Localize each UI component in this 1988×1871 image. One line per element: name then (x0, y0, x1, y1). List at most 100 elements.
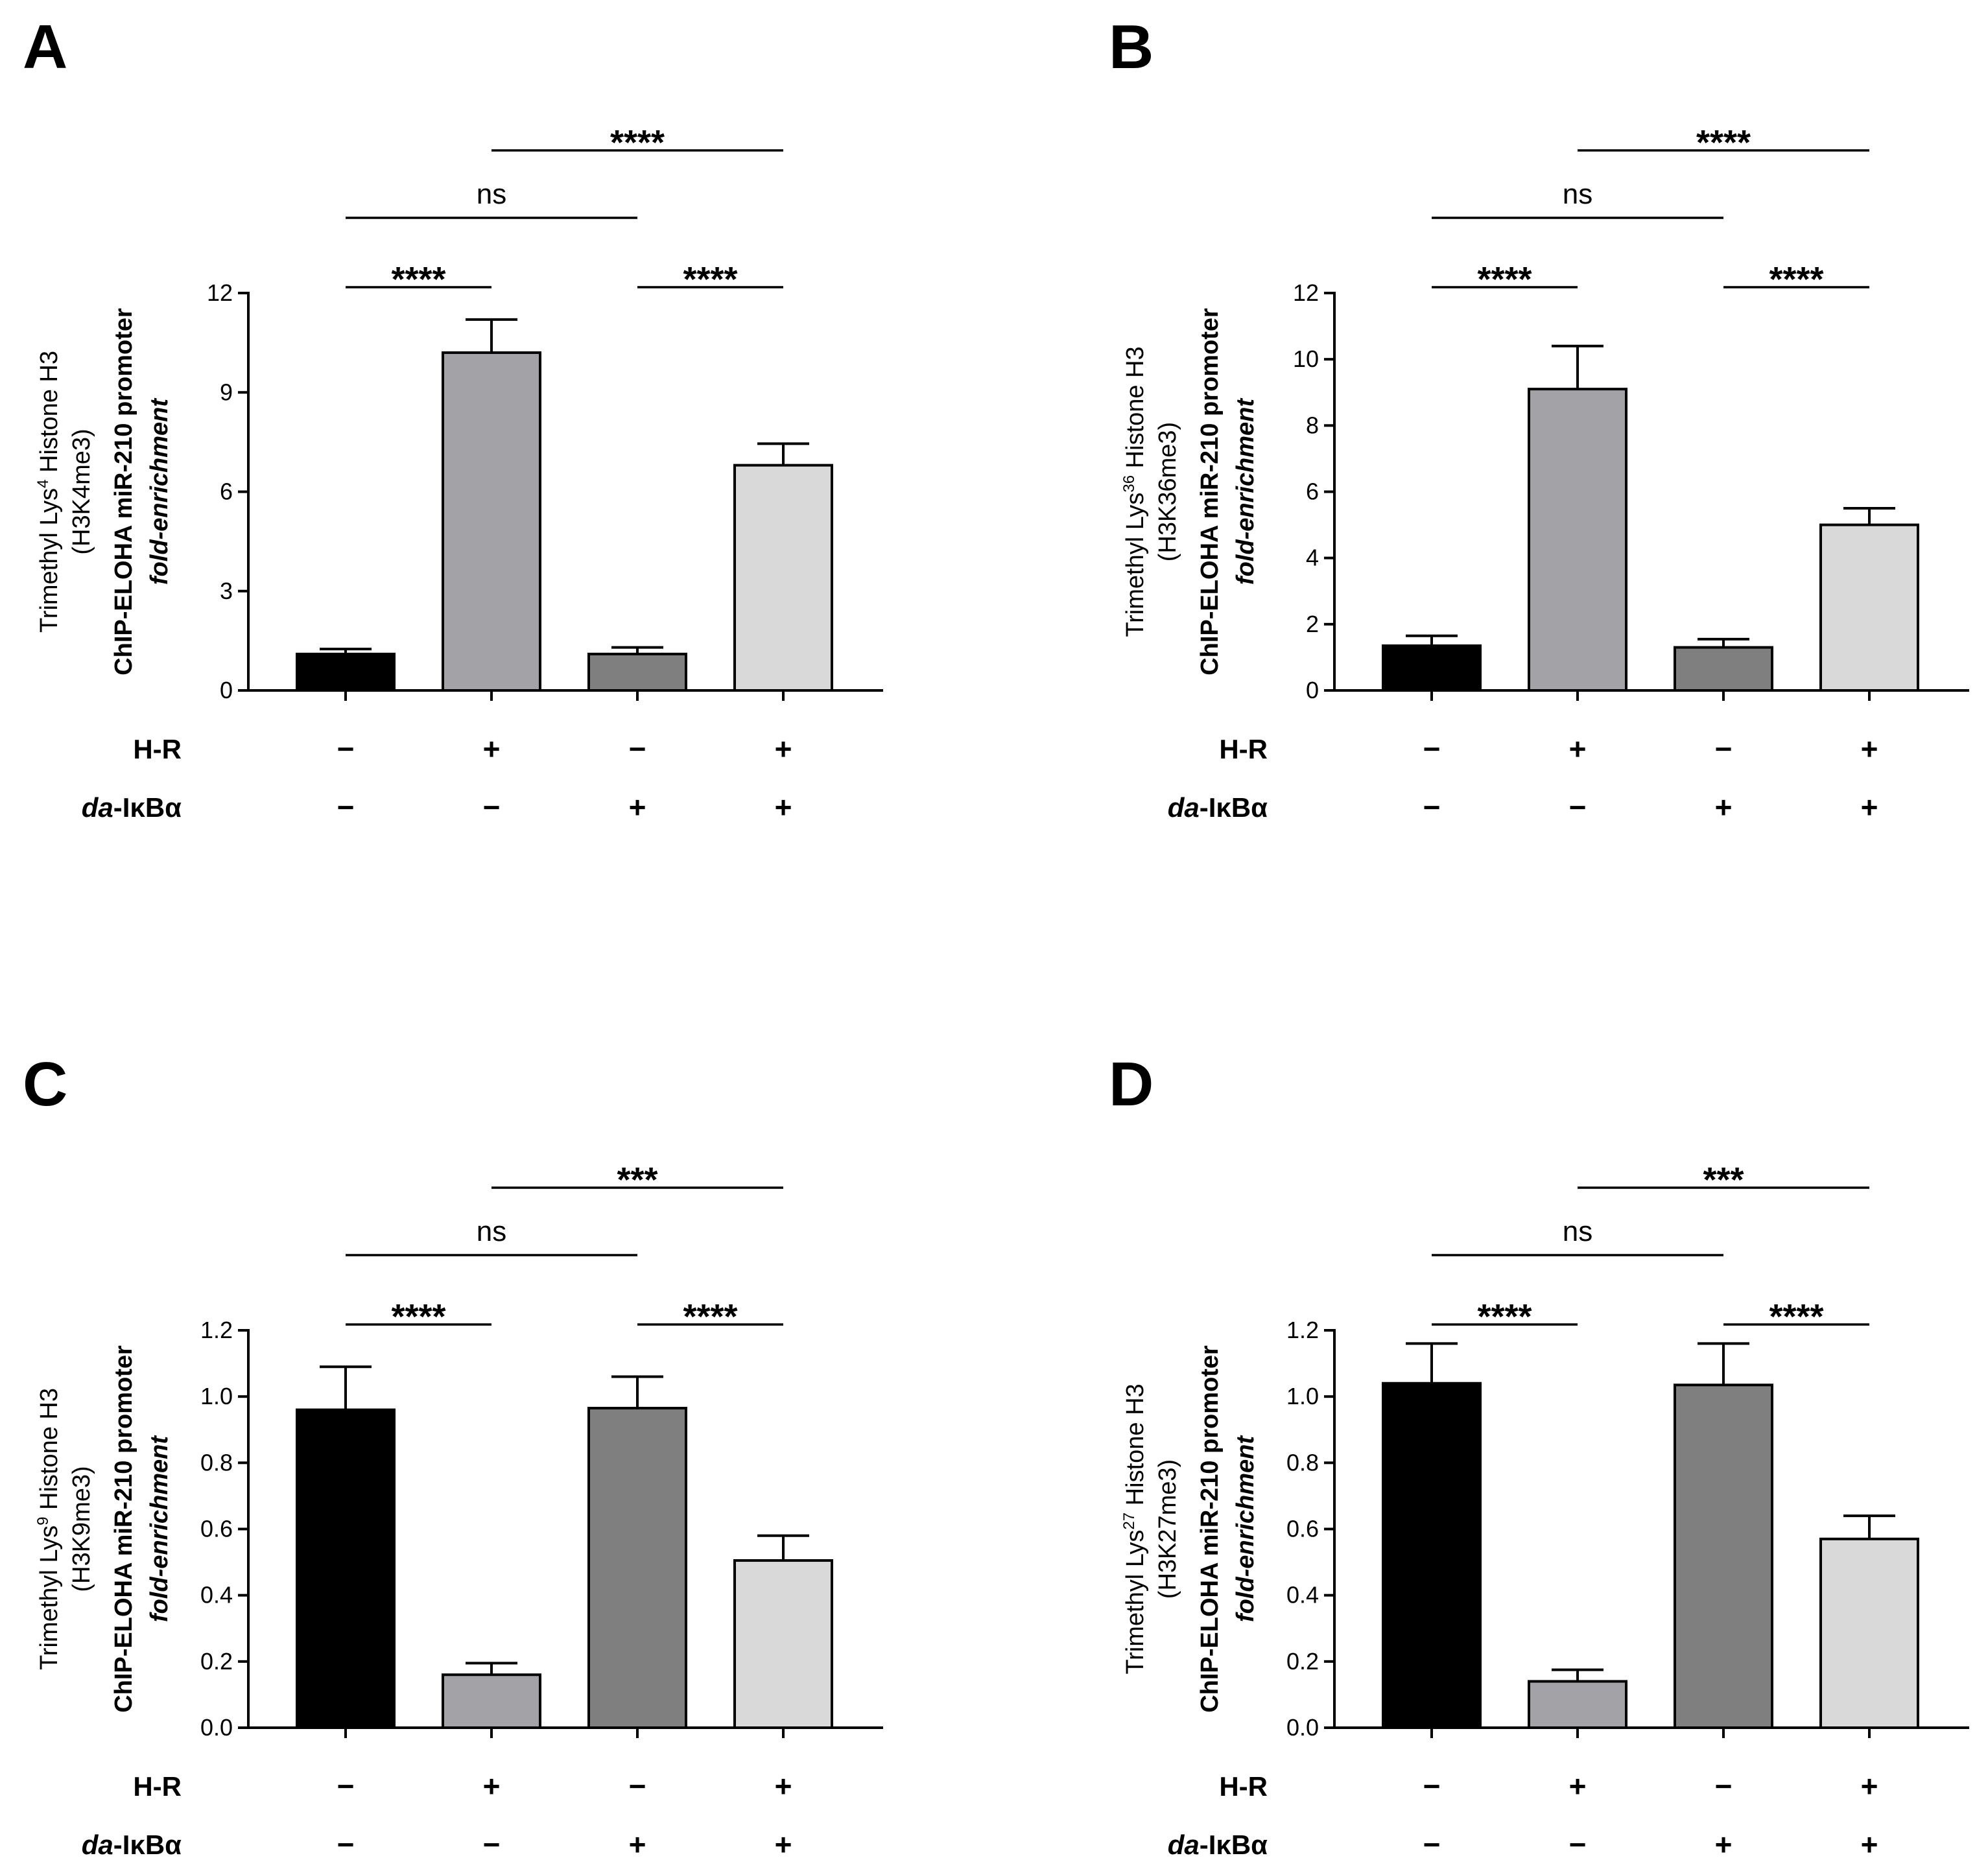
treatment-sign-hr: + (483, 732, 501, 766)
treatment-sign-da: − (483, 1828, 501, 1861)
treatment-sign-da: − (337, 1828, 355, 1861)
y-axis-label-line3: ChIP-ELOHA miR-210 promoter (1196, 1345, 1224, 1713)
row-label-da-prefix: da (1168, 792, 1200, 823)
row-label-hr: H-R (133, 734, 182, 764)
y-label-superscript: 36 (1120, 475, 1138, 493)
significance-stars: *** (1703, 1160, 1744, 1199)
y-label-text: Histone H3 (1122, 346, 1149, 475)
y-tick-label: 12 (1293, 279, 1319, 306)
treatment-sign-hr: + (1861, 1769, 1878, 1803)
bar (587, 652, 687, 692)
y-tick-label: 0.6 (200, 1516, 233, 1542)
chart-panel-d: D 0.0 0.2 0.4 0.6 0.8 1.0 1.2 **** **** ns *** Trime… (1109, 1050, 1969, 1861)
bar (1382, 1382, 1482, 1729)
significance-stars: **** (1477, 260, 1532, 299)
treatment-sign-da: + (775, 1828, 792, 1861)
row-label-hr: H-R (133, 1771, 182, 1802)
y-axis-label-line2: (H3K27me3) (1154, 1459, 1181, 1599)
y-label-text: Histone H3 (36, 351, 63, 480)
y-label-text: Trimethyl Lys (36, 488, 63, 633)
y-axis-label-line1: Trimethyl Lys9 Histone H3 (34, 1388, 63, 1670)
y-tick-label: 0.4 (200, 1582, 233, 1608)
treatment-sign-da: + (629, 790, 646, 824)
y-tick-label: 0 (220, 677, 233, 703)
y-tick-label: 0.0 (1286, 1714, 1319, 1741)
treatment-sign-da: + (1715, 1828, 1733, 1861)
bar (1674, 1383, 1773, 1729)
y-tick-label: 1.2 (1286, 1317, 1319, 1343)
bar (1528, 388, 1627, 692)
panel-letter: C (23, 1050, 67, 1119)
bar (442, 1673, 541, 1729)
significance-stars: **** (391, 260, 445, 299)
significance-stars: **** (1477, 1297, 1532, 1336)
y-tick-label: 8 (1306, 412, 1319, 438)
row-label-da: da-IκBα (82, 1830, 182, 1860)
treatment-sign-hr: + (1569, 732, 1587, 766)
y-tick-label: 0.4 (1286, 1582, 1319, 1608)
row-label-da-prefix: da (82, 792, 113, 823)
row-label-hr: H-R (1219, 1771, 1268, 1802)
y-label-text: Trimethyl Lys (1122, 493, 1149, 637)
treatment-sign-hr: − (1715, 1769, 1733, 1803)
treatment-sign-da: − (1569, 1828, 1587, 1861)
y-label-superscript: 4 (34, 480, 52, 488)
treatment-sign-hr: − (1423, 1769, 1441, 1803)
y-tick-label: 2 (1306, 611, 1319, 637)
y-label-superscript: 27 (1120, 1512, 1138, 1530)
treatment-sign-hr: − (337, 1769, 355, 1803)
y-tick-label: 1.0 (1286, 1383, 1319, 1409)
row-label-da-suffix: -IκBα (1200, 1830, 1268, 1860)
treatment-sign-hr: − (1423, 732, 1441, 766)
bar (442, 351, 541, 692)
treatment-sign-hr: + (775, 1769, 792, 1803)
y-axis-label-line4: fold-enrichment (1232, 1435, 1259, 1622)
y-axis-label-line3: ChIP-ELOHA miR-210 promoter (1196, 308, 1224, 676)
y-label-text: Trimethyl Lys (36, 1525, 63, 1670)
significance-stars: **** (683, 260, 737, 299)
treatment-sign-hr: + (1569, 1769, 1587, 1803)
bar (1528, 1680, 1627, 1730)
y-axis-label-line1: Trimethyl Lys27 Histone H3 (1120, 1383, 1149, 1674)
row-label-da: da-IκBα (82, 792, 182, 823)
row-label-da-prefix: da (1168, 1830, 1200, 1860)
panel-letter: D (1109, 1050, 1154, 1119)
bar (296, 1408, 396, 1729)
treatment-sign-da: − (1569, 790, 1587, 824)
treatment-sign-da: − (1423, 790, 1441, 824)
treatment-sign-hr: − (629, 732, 646, 766)
y-tick-label: 0.2 (1286, 1648, 1319, 1675)
treatment-sign-da: − (1423, 1828, 1441, 1861)
treatment-sign-da: − (337, 790, 355, 824)
bar (1819, 1537, 1919, 1729)
y-tick-label: 4 (1306, 545, 1319, 571)
y-axis-label-line1: Trimethyl Lys4 Histone H3 (34, 351, 63, 633)
y-tick-label: 10 (1293, 346, 1319, 372)
y-tick-label: 1.2 (200, 1317, 233, 1343)
bar (733, 464, 833, 692)
y-tick-label: 6 (220, 478, 233, 505)
ns-label: ns (477, 178, 506, 210)
ns-label: ns (477, 1216, 506, 1247)
y-tick-label: 3 (220, 578, 233, 604)
significance-stars: **** (683, 1297, 737, 1336)
y-tick-label: 0.8 (200, 1449, 233, 1476)
y-axis-label-line3: ChIP-ELOHA miR-210 promoter (110, 1345, 137, 1713)
chart-panel-a: A 0 3 6 9 12 **** **** ns **** Trimethyl Lys4 Hist… (23, 12, 883, 824)
y-label-text: Histone H3 (36, 1388, 63, 1517)
y-axis-label-line2: (H3K36me3) (1154, 422, 1181, 561)
y-label-text: Trimethyl Lys (1122, 1530, 1149, 1675)
y-label-text: Histone H3 (1122, 1383, 1149, 1512)
row-label-da-prefix: da (82, 1830, 113, 1860)
treatment-sign-da: + (775, 790, 792, 824)
y-tick-label: 0.0 (200, 1714, 233, 1741)
treatment-sign-hr: + (1861, 732, 1878, 766)
significance-stars: **** (1769, 1297, 1823, 1336)
treatment-sign-da: + (1861, 1828, 1878, 1861)
y-tick-label: 6 (1306, 478, 1319, 505)
treatment-sign-hr: + (483, 1769, 501, 1803)
significance-stars: **** (1769, 260, 1823, 299)
ns-label: ns (1563, 1216, 1592, 1247)
y-tick-label: 0.8 (1286, 1449, 1319, 1476)
